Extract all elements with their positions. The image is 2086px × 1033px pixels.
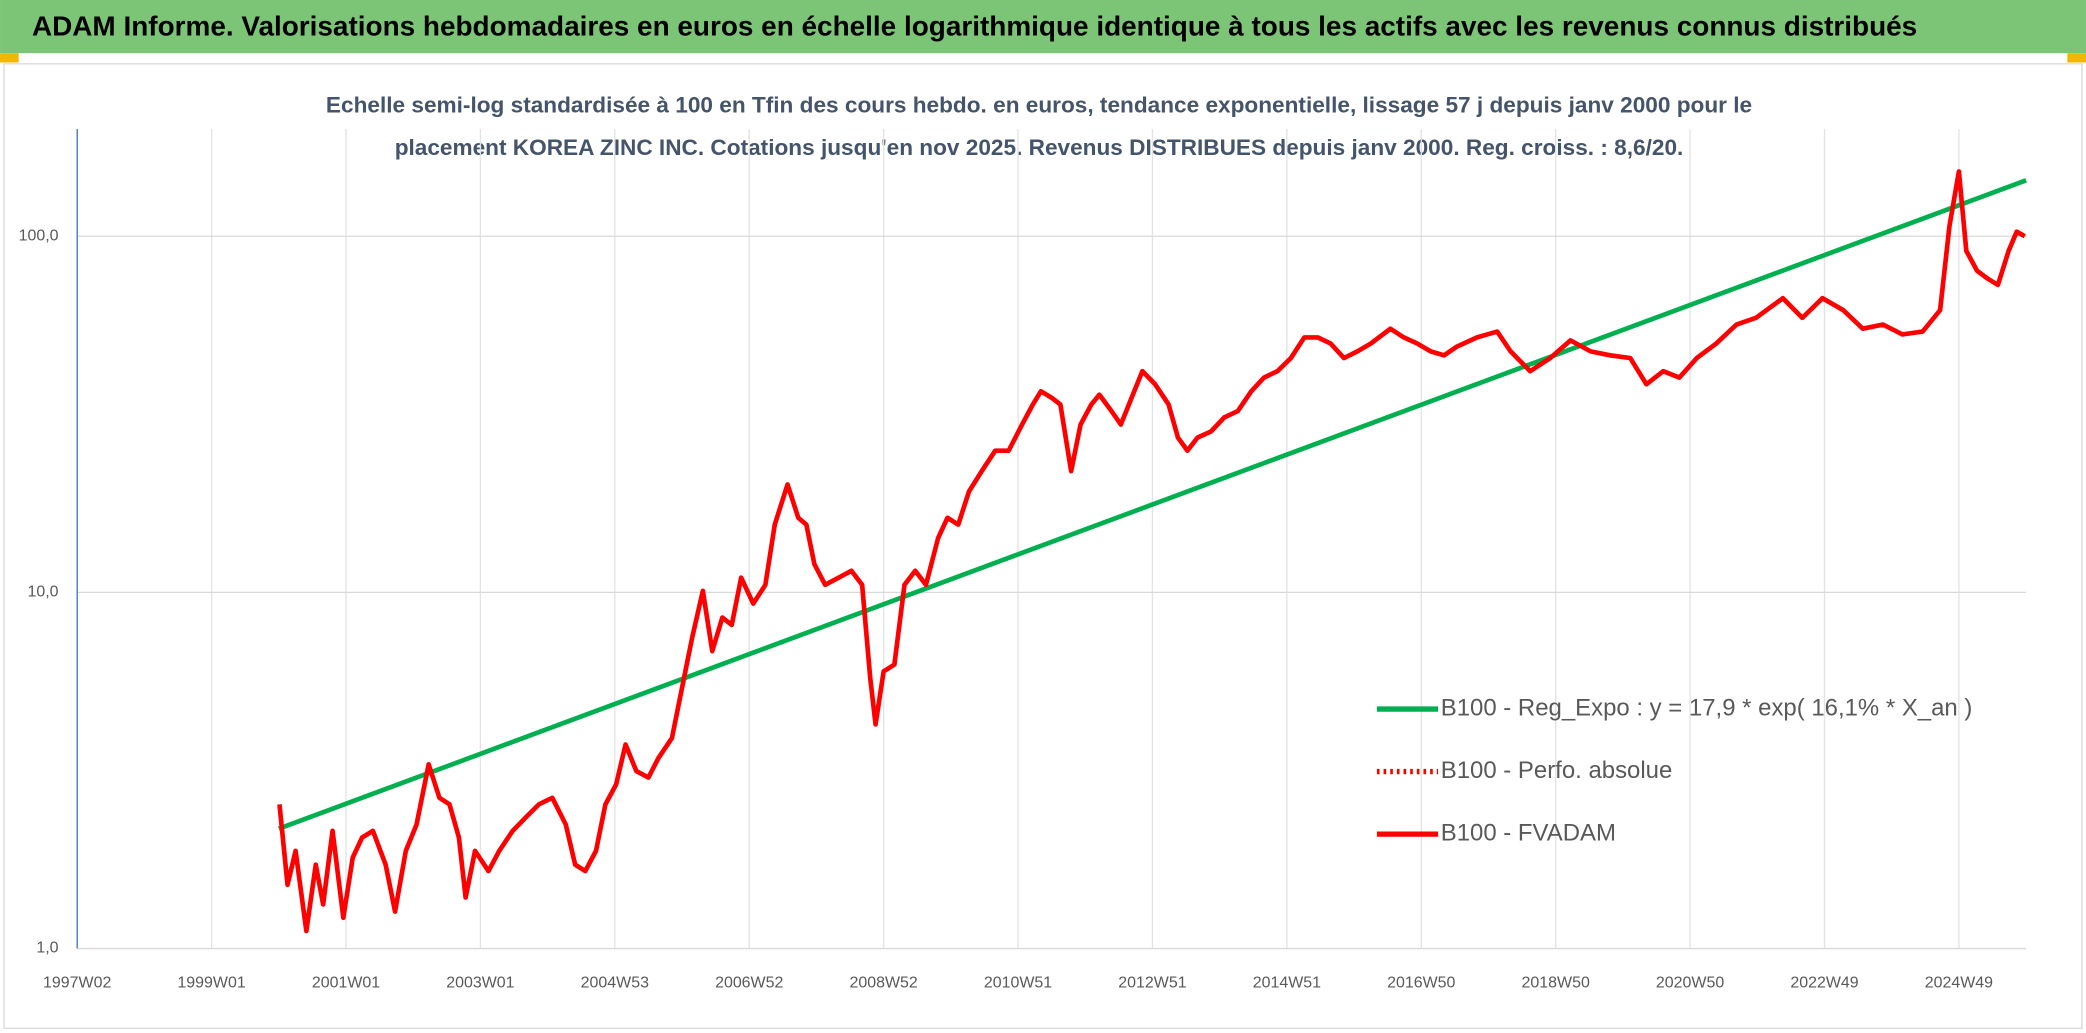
y-tick-label: 1,0 [36,940,58,957]
corner-left [0,53,19,63]
x-tick-label: 2010W51 [984,974,1052,991]
legend-label: B100 - Reg_Expo : y = 17,9 * exp( 16,1% … [1441,694,1973,721]
title-bar [0,0,2086,54]
data-line [277,178,2027,831]
x-tick-label: 2020W50 [1656,974,1724,991]
data-line [277,169,2026,934]
x-tick-label: 1999W01 [177,974,245,991]
chart-subtitle: Echelle semi-log standardisée à 100 en T… [326,92,1752,117]
x-tick-label: 1997W02 [43,974,111,991]
y-tick-label: 10,0 [27,584,58,601]
y-tick-label: 100,0 [19,227,59,244]
x-tick-label: 2001W01 [312,974,380,991]
x-tick-label: 2006W52 [715,974,783,991]
chart-frame [3,63,2083,1030]
corner-right [2067,53,2086,63]
x-tick-label: 2014W51 [1253,974,1321,991]
x-tick-label: 2004W53 [581,974,649,991]
x-tick-label: 2024W49 [1925,974,1993,991]
chart-title: ADAM Informe. Valorisations hebdomadaire… [32,10,1917,41]
legend-label: B100 - FVADAM [1441,819,1616,846]
chart-subtitle: placement KOREA ZINC INC. Cotations jusq… [395,135,1684,160]
x-tick-label: 2022W49 [1790,974,1858,991]
x-tick-label: 2008W52 [849,974,917,991]
x-tick-label: 2018W50 [1522,974,1590,991]
x-tick-label: 2016W50 [1387,974,1455,991]
x-tick-label: 2012W51 [1118,974,1186,991]
legend-label: B100 - Perfo. absolue [1441,757,1673,784]
x-tick-label: 2003W01 [446,974,514,991]
